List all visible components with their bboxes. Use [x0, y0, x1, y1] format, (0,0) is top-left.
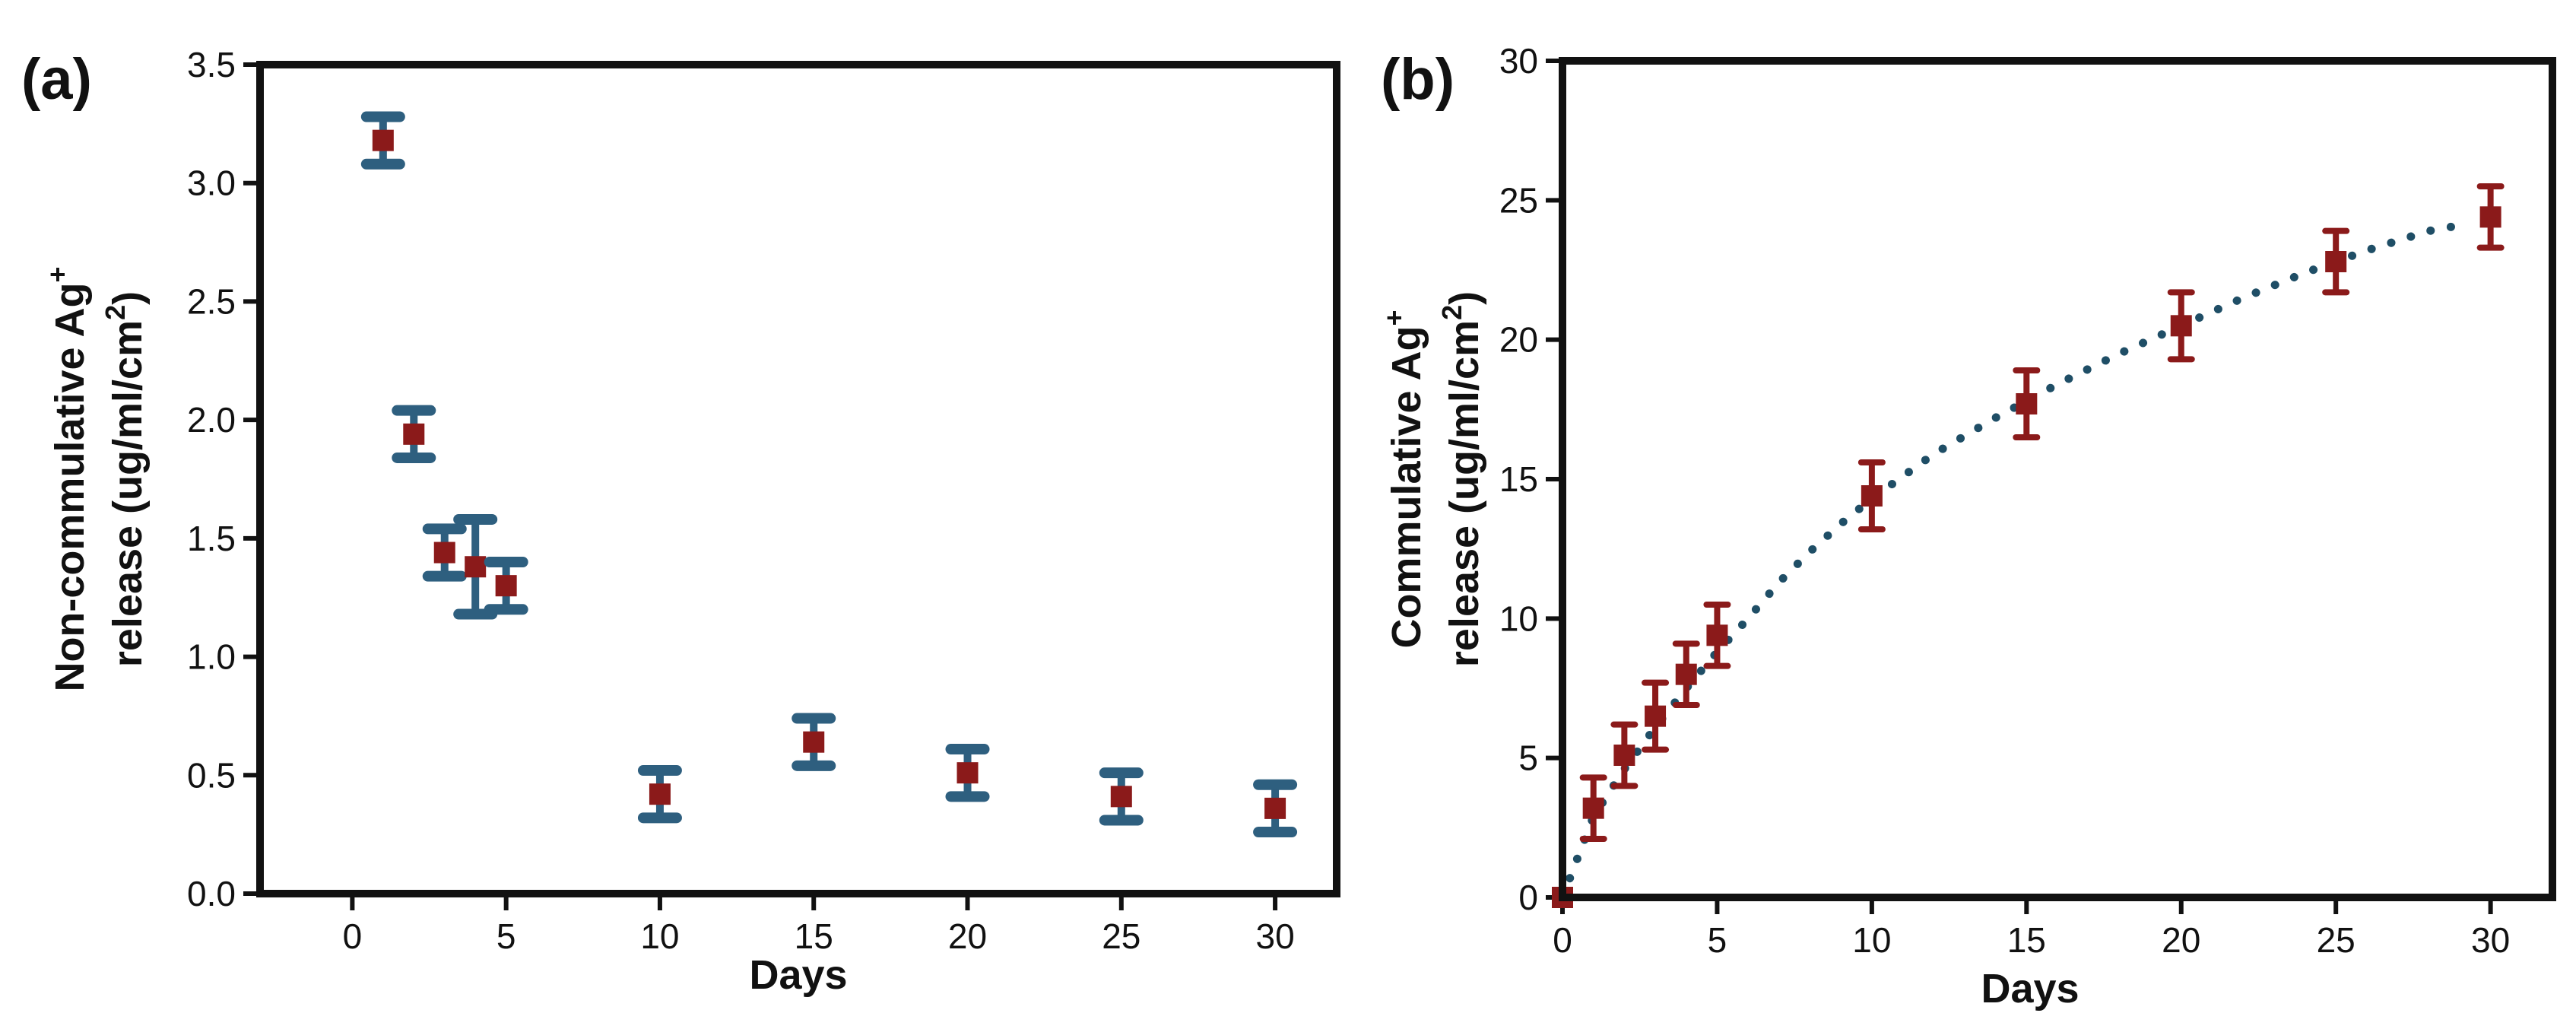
panel-b-xtick-label: 10 — [1852, 920, 1891, 960]
panel-b-frame — [1559, 57, 2556, 901]
panel-a-data-point — [465, 556, 487, 578]
panel-b: (b) 0 5 10 15 20 25 30 0 5 10 15 20 25 30 Days Commul… — [1378, 41, 2556, 1012]
panel-a-ytick-label: 2.5 — [187, 281, 236, 321]
panel-a-xtick-label: 15 — [795, 916, 833, 956]
panel-a-data-point — [433, 541, 455, 564]
panel-b-label: (b) — [1381, 47, 1455, 112]
panel-a-ticks: 0 5 10 15 20 25 30 0.0 0.5 1.0 1.5 2.0 2.5 3.0 3.5 — [187, 45, 1295, 956]
panel-b-xtick-label: 20 — [2162, 920, 2200, 960]
panel-b-ylabel-line2-end: ) — [1442, 291, 1487, 305]
panel-b-fit — [1558, 221, 2464, 902]
panel-b-data-point — [2479, 206, 2501, 228]
panel-a-xtick-label: 5 — [496, 916, 516, 956]
panel-a-xtick-label: 10 — [640, 916, 679, 956]
panel-b-xlabel: Days — [1981, 966, 2079, 1012]
panel-a-ylabel-line1-sup: + — [42, 266, 73, 282]
panel-a-series — [360, 111, 1298, 838]
panel-a-data-point — [372, 129, 394, 151]
panel-a-ylabel-line1-text: Non-commulative Ag — [47, 282, 93, 691]
panel-b-data-point — [2325, 251, 2347, 272]
panel-b-xtick-label: 0 — [1553, 920, 1572, 960]
panel-b-ylabel-line1-sup: + — [1378, 310, 1410, 326]
panel-b-ytick-label: 20 — [1499, 320, 1538, 360]
panel-a-data-point — [1110, 786, 1132, 808]
panel-a-ytick-label: 1.0 — [187, 637, 236, 677]
panel-b-fit-curve — [1558, 221, 2464, 902]
panel-b-ytick-label: 15 — [1499, 459, 1538, 499]
panel-a-ytick-label: 2.0 — [187, 400, 236, 440]
panel-a-ytick-label: 1.5 — [187, 519, 236, 558]
panel-a-ytick-label: 0.5 — [187, 755, 236, 795]
panel-a: (a) 0 5 10 15 20 25 30 0.0 0.5 1.0 1.5 2.0 2.5 3.0 3.5… — [21, 45, 1340, 998]
panel-a-data-point — [495, 575, 517, 597]
panel-a-ytick-label: 3.0 — [187, 164, 236, 203]
panel-a-ylabel-line2-end: ) — [105, 291, 151, 305]
panel-a-data-point — [803, 731, 825, 753]
panel-b-data-point — [1645, 705, 1667, 727]
panel-a-ylabel-line1: Non-commulative Ag+ — [42, 266, 93, 691]
panel-a-label: (a) — [21, 47, 92, 112]
panel-b-xtick-label: 15 — [2007, 920, 2046, 960]
panel-b-xtick-label: 25 — [2317, 920, 2356, 960]
panel-b-ylabel-line2: release (ug/ml/cm2) — [1436, 291, 1487, 667]
panel-b-ylabel-line2-text: release (ug/ml/cm — [1442, 320, 1487, 667]
panel-a-ylabel-line2: release (ug/ml/cm2) — [100, 291, 151, 667]
panel-b-ticks: 0 5 10 15 20 25 30 0 5 10 15 20 25 30 — [1499, 41, 2510, 960]
panel-a-data-point — [956, 762, 979, 784]
panel-b-xtick-label: 5 — [1708, 920, 1727, 960]
panel-a-xtick-label: 25 — [1102, 916, 1140, 956]
panel-a-xlabel: Days — [749, 952, 847, 998]
panel-b-series — [1552, 183, 2505, 908]
panel-b-data-point — [2016, 393, 2038, 414]
panel-b-data-point — [1582, 797, 1604, 819]
panel-b-ylabel-line1: Commulative Ag+ — [1378, 310, 1429, 648]
panel-a-xtick-label: 20 — [948, 916, 987, 956]
panel-a-xtick-label: 30 — [1255, 916, 1294, 956]
panel-a-xtick-label: 0 — [343, 916, 363, 956]
panel-b-ytick-label: 30 — [1499, 41, 1538, 81]
panel-b-xtick-label: 30 — [2471, 920, 2510, 960]
panel-a-ylabel-line2-text: release (ug/ml/cm — [105, 320, 151, 667]
panel-b-data-point — [2170, 315, 2192, 337]
panel-a-data-point — [1264, 797, 1286, 819]
panel-a-ylabel: Non-commulative Ag+ release (ug/ml/cm2) — [42, 266, 151, 691]
panel-b-ylabel: Commulative Ag+ release (ug/ml/cm2) — [1378, 291, 1487, 667]
panel-a-ytick-label: 0.0 — [187, 874, 236, 913]
panel-b-data-point — [1706, 624, 1728, 646]
panel-b-ytick-label: 5 — [1518, 738, 1538, 778]
panel-a-ytick-label: 3.5 — [187, 45, 236, 84]
panel-b-ytick-label: 0 — [1518, 878, 1538, 917]
panel-a-data-point — [649, 783, 671, 805]
panel-a-frame — [256, 61, 1340, 897]
panel-b-ytick-label: 10 — [1499, 599, 1538, 638]
panel-a-data-point — [403, 423, 425, 445]
panel-b-data-point — [1861, 485, 1883, 507]
panel-b-data-point — [1675, 663, 1697, 685]
panel-b-ylabel-line2-sup: 2 — [1436, 305, 1467, 320]
panel-b-data-point — [1613, 745, 1635, 766]
panel-a-ylabel-line2-sup: 2 — [100, 305, 131, 320]
panel-b-ylabel-line1-text: Commulative Ag — [1384, 326, 1429, 648]
panel-b-ytick-label: 25 — [1499, 180, 1538, 220]
